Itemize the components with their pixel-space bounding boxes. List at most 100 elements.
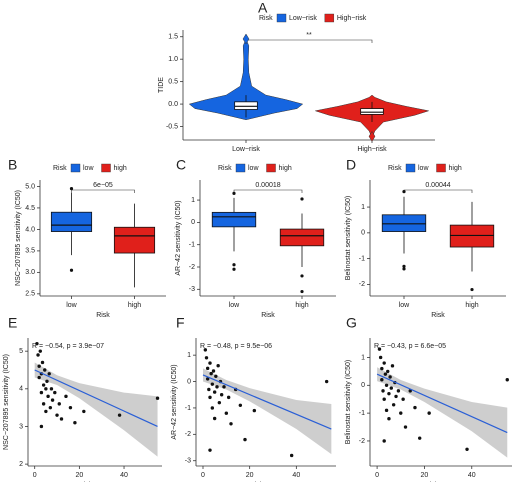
point — [380, 366, 384, 371]
y-tick-label: 4.5 — [25, 205, 35, 212]
outlier — [300, 274, 304, 278]
point — [505, 378, 509, 382]
point — [40, 360, 45, 365]
point — [378, 355, 383, 360]
point — [222, 385, 226, 389]
panel-letter: B — [8, 157, 17, 173]
point — [226, 395, 231, 400]
panel-letter: C — [176, 157, 186, 173]
y-tick-label: -3 — [189, 286, 195, 293]
correlation-label: R = −0.43, p = 6.6e−05 — [374, 343, 446, 350]
legend-label: High−risk — [337, 15, 367, 22]
point — [383, 372, 388, 376]
panel-letter: G — [346, 315, 357, 331]
x-tick-label: low — [66, 302, 77, 309]
box — [50, 211, 93, 232]
point — [208, 448, 212, 452]
box — [234, 101, 258, 110]
point — [64, 394, 68, 399]
point — [82, 409, 86, 414]
legend-swatch — [70, 163, 81, 173]
point — [382, 397, 386, 401]
outlier — [232, 263, 236, 267]
point — [41, 402, 46, 406]
point — [45, 379, 49, 383]
point — [382, 361, 386, 365]
y-tick-label: 0 — [187, 378, 191, 385]
point — [252, 408, 257, 413]
point — [47, 372, 51, 376]
point — [211, 369, 216, 373]
legend-label: high — [114, 165, 127, 172]
point — [37, 364, 41, 368]
box — [113, 226, 156, 254]
y-axis-label: Belinostat sensitivity (IC50) — [345, 360, 352, 444]
x-tick-label: 40 — [292, 472, 300, 479]
outlier — [242, 33, 250, 45]
y-tick-label: 4 — [19, 386, 23, 393]
confidence-band — [203, 368, 332, 455]
y-axis-label: AR−42 sensitivity (IC50) — [175, 200, 182, 275]
point — [207, 387, 211, 392]
point — [205, 366, 210, 371]
legend-label: high — [279, 165, 292, 172]
legend-swatch — [276, 13, 287, 23]
panel-letter: E — [8, 315, 17, 331]
legend-swatch — [405, 163, 416, 173]
point — [388, 375, 392, 379]
significance-label: 6e−05 — [93, 182, 113, 189]
legend-title: Risk — [259, 15, 273, 22]
point — [381, 389, 385, 393]
y-tick-label: 4.0 — [25, 226, 35, 233]
point — [403, 425, 408, 429]
point — [44, 409, 48, 414]
legend-title: Risk — [218, 165, 232, 172]
y-tick-label: 1 — [191, 197, 195, 204]
x-tick-label: 0 — [33, 472, 37, 479]
point — [377, 347, 382, 351]
y-tick-label: 1 — [361, 204, 365, 211]
y-tick-label: 1 — [187, 352, 191, 359]
point — [243, 437, 247, 442]
x-tick-label: Low−risk — [232, 146, 260, 153]
panel-letter: D — [346, 157, 356, 173]
y-axis-label: AR−42 sensitivity (IC50) — [171, 364, 178, 439]
y-tick-label: -2 — [359, 438, 365, 445]
point — [413, 405, 417, 410]
legend-label: high — [449, 165, 462, 172]
point — [384, 408, 389, 413]
outlier — [402, 267, 406, 271]
point — [215, 385, 219, 389]
point — [117, 413, 122, 417]
legend-title: Risk — [53, 165, 67, 172]
panel-letter: F — [176, 315, 185, 331]
point — [214, 374, 218, 378]
y-tick-label: -1 — [359, 410, 365, 417]
significance-bracket — [233, 189, 303, 193]
y-tick-label: -1 — [185, 405, 191, 412]
significance-label: 0.00044 — [425, 182, 450, 189]
y-tick-label: 5.0 — [25, 183, 35, 190]
point — [465, 447, 469, 452]
point — [155, 396, 160, 400]
point — [380, 378, 384, 382]
legend-swatch — [324, 13, 335, 23]
y-tick-label: 0 — [191, 219, 195, 226]
outlier — [300, 289, 304, 294]
y-tick-label: -0.5 — [166, 123, 178, 130]
regression-line — [34, 369, 158, 428]
legend-label: low — [83, 165, 94, 172]
point — [208, 361, 212, 365]
correlation-label: R = −0.54, p = 3.9e−07 — [32, 343, 104, 350]
point — [212, 416, 217, 421]
box — [381, 214, 427, 232]
point — [212, 390, 217, 394]
point — [36, 353, 40, 357]
y-tick-label: -1 — [359, 255, 365, 262]
correlation-label: R = −0.48, p = 9.5e−06 — [200, 343, 272, 350]
box — [449, 224, 495, 248]
outlier — [69, 268, 74, 272]
point — [384, 383, 389, 388]
point — [210, 406, 215, 410]
point — [389, 386, 393, 390]
